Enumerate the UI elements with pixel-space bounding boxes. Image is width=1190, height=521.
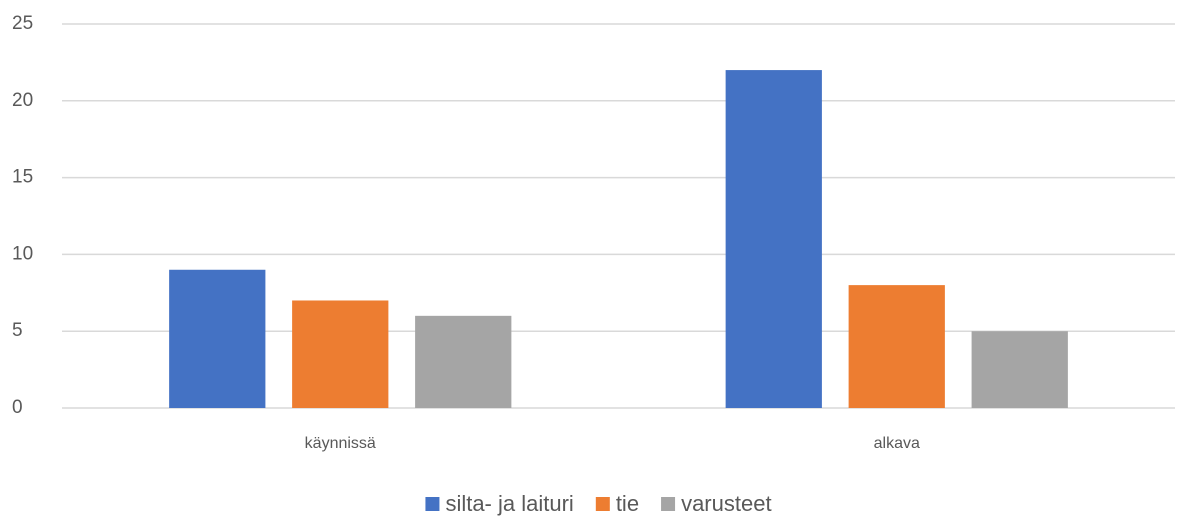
y-tick-label: 25 (12, 13, 33, 34)
bar (169, 269, 266, 408)
bar (725, 70, 822, 408)
bar (415, 315, 512, 408)
bar (848, 285, 945, 408)
legend-label: silta- ja laituri (445, 491, 573, 516)
y-tick-label: 15 (12, 167, 33, 188)
legend-swatch (595, 497, 610, 511)
y-tick-label: 10 (12, 243, 33, 264)
y-tick-label: 5 (12, 320, 23, 341)
y-tick-label: 0 (12, 397, 23, 418)
y-tick-label: 20 (12, 90, 33, 111)
legend-swatch (425, 497, 440, 511)
legend-swatch (661, 497, 676, 511)
legend-label: tie (616, 491, 639, 516)
legend-label: varusteet (681, 491, 772, 516)
x-tick-label: käynnissä (305, 435, 376, 452)
x-tick-label: alkava (874, 435, 920, 452)
bar (292, 300, 389, 408)
bar (971, 331, 1068, 408)
